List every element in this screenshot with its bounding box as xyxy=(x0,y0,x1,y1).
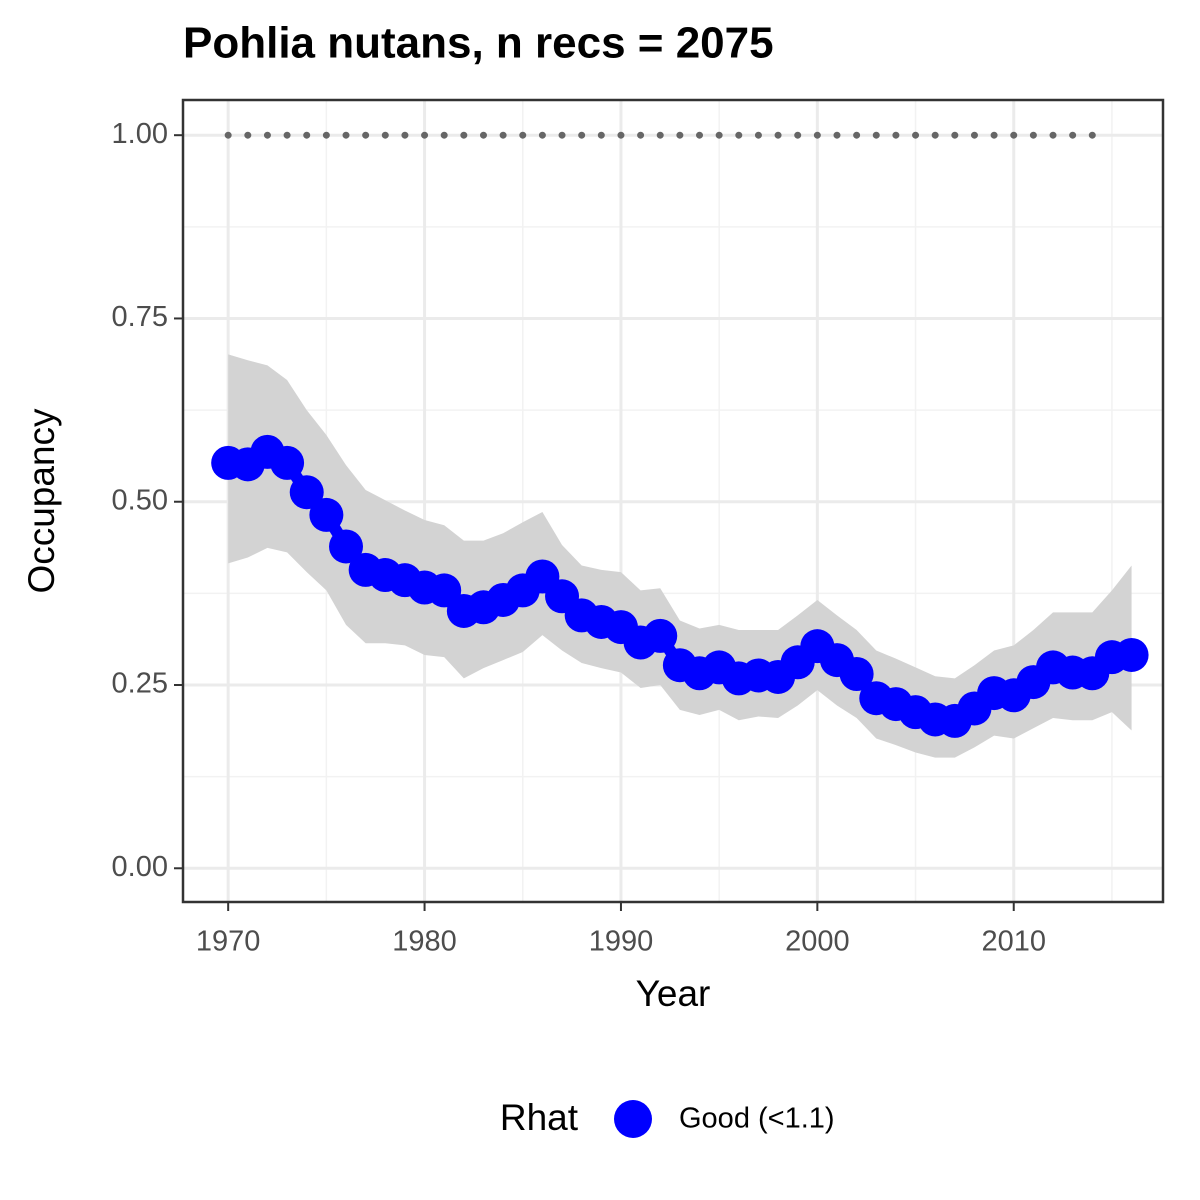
y-tick-label: 0.50 xyxy=(112,484,168,516)
legend-title: Rhat xyxy=(500,1097,579,1138)
y-tick-label: 0.25 xyxy=(112,668,168,700)
x-tick-label: 1970 xyxy=(196,926,261,958)
x-tick-label: 1990 xyxy=(589,926,654,958)
legend-key xyxy=(614,1100,652,1138)
x-axis-label: Year xyxy=(636,973,711,1014)
point xyxy=(643,618,678,653)
y-tick-label: 1.00 xyxy=(112,118,168,150)
confidence-band xyxy=(228,354,1132,758)
point xyxy=(289,475,324,510)
point xyxy=(839,657,874,692)
legend-label: Good (<1.1) xyxy=(679,1103,835,1135)
x-tick-label: 2010 xyxy=(981,926,1046,958)
point xyxy=(270,445,305,480)
y-tick-label: 0.00 xyxy=(112,851,168,883)
x-tick-label: 2000 xyxy=(785,926,850,958)
x-tick-label: 1980 xyxy=(392,926,457,958)
y-axis-label: Occupancy xyxy=(21,408,62,594)
panel-border xyxy=(181,98,1165,904)
chart-title: Pohlia nutans, n recs = 2075 xyxy=(183,19,774,68)
y-tick-label: 0.75 xyxy=(112,301,168,333)
point xyxy=(329,529,364,564)
point xyxy=(309,497,344,532)
point xyxy=(1114,637,1149,672)
